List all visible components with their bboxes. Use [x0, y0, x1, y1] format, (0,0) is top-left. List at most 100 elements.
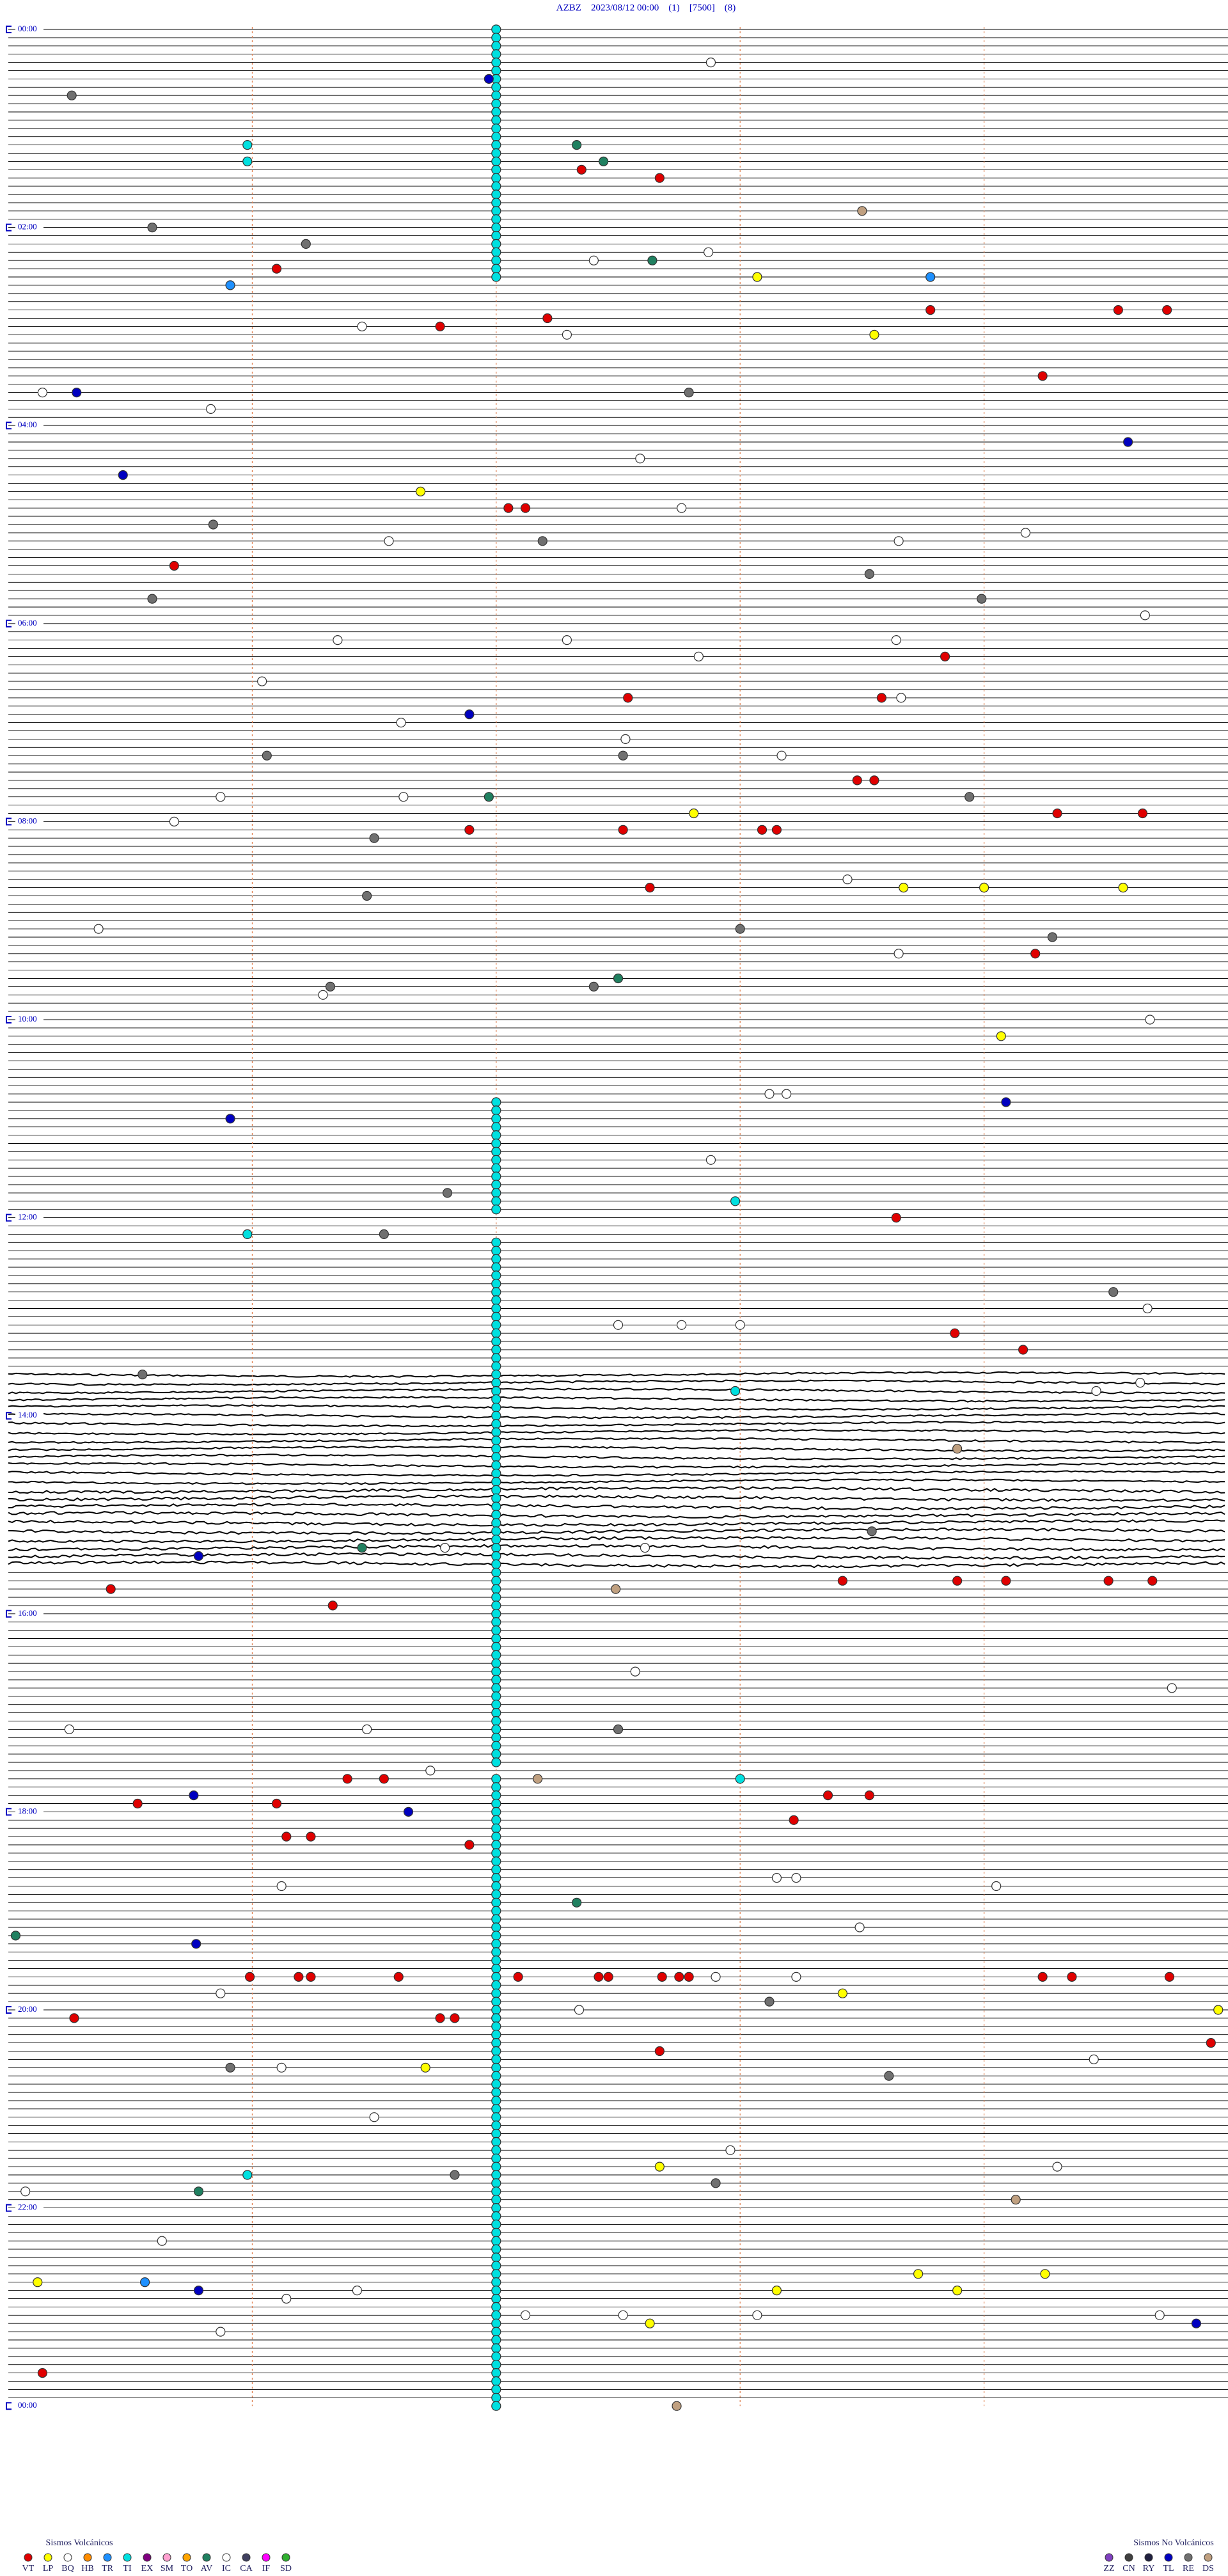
trace [8, 1379, 1225, 1386]
event-marker [491, 1865, 501, 1875]
event-marker [139, 2277, 150, 2288]
event-marker [294, 1972, 304, 1982]
event-marker [1145, 1015, 1155, 1025]
time-label: 04:00 [18, 420, 37, 429]
event-marker [491, 2161, 501, 2172]
event-marker [435, 2013, 445, 2023]
legend-title: Sismos Volcánicos [46, 2538, 113, 2548]
event-marker [925, 272, 936, 282]
legend-code: SM [161, 2564, 174, 2573]
event-marker [271, 1798, 282, 1809]
event-marker [1142, 1303, 1153, 1314]
event-marker [225, 1114, 235, 1124]
event-marker [491, 1956, 501, 1966]
event-marker [576, 164, 586, 175]
event-marker [491, 2137, 501, 2147]
event-marker [491, 1237, 501, 1247]
event-marker [491, 1526, 501, 1537]
event-marker [594, 1972, 604, 1982]
event-marker [952, 1576, 963, 1586]
event-marker [869, 329, 879, 340]
event-marker [864, 1790, 874, 1801]
event-marker [491, 148, 501, 159]
event-marker [533, 1774, 543, 1784]
event-marker [491, 1625, 501, 1636]
event-marker [725, 2145, 736, 2155]
legend-swatch [1164, 2553, 1173, 2562]
event-marker [491, 2293, 501, 2304]
event-marker [491, 1444, 501, 1454]
event-marker [491, 1510, 501, 1520]
event-marker [730, 1386, 741, 1396]
event-marker [491, 1996, 501, 2007]
event-marker [1018, 1345, 1028, 1355]
event-marker [491, 1889, 501, 1899]
event-marker [1089, 2054, 1099, 2064]
event-marker [491, 1641, 501, 1652]
event-marker [10, 1931, 21, 1941]
trace [8, 1428, 1225, 1436]
events [10, 24, 1224, 2411]
event-marker [852, 775, 862, 786]
event-marker [654, 2161, 665, 2172]
event-marker [281, 2293, 292, 2304]
event-marker [684, 1972, 694, 1982]
event-marker [491, 2401, 501, 2411]
event-marker [1030, 949, 1041, 959]
event-marker [491, 2244, 501, 2254]
trace [8, 1503, 1225, 1511]
event-marker [491, 1452, 501, 1462]
event-marker [752, 272, 762, 282]
trace [8, 1511, 1225, 1519]
row-bracket [6, 422, 12, 430]
event-marker [491, 1476, 501, 1487]
event-marker [491, 2021, 501, 2032]
event-marker [244, 1972, 255, 1982]
event-marker [193, 1551, 204, 1561]
event-marker [869, 775, 879, 786]
event-marker [464, 709, 475, 720]
trace [8, 1552, 1225, 1560]
event-marker [782, 1089, 792, 1099]
event-marker [996, 1031, 1006, 1041]
event-marker [588, 255, 599, 265]
event-marker [491, 2203, 501, 2213]
event-marker [735, 1774, 745, 1784]
event-marker [242, 156, 253, 166]
trace [8, 1470, 1225, 1477]
event-marker [491, 2351, 501, 2362]
event-marker [1052, 2161, 1062, 2172]
event-marker [677, 1320, 687, 1330]
legend-code: HB [81, 2564, 93, 2573]
event-marker [613, 973, 624, 984]
event-marker [491, 239, 501, 249]
event-marker [118, 470, 128, 480]
event-marker [20, 2186, 31, 2197]
event-marker [491, 1262, 501, 1272]
row-bracket [6, 223, 12, 232]
event-marker [837, 1576, 847, 1586]
row-bracket [6, 1808, 12, 1816]
event-marker [891, 1212, 901, 1223]
event-marker [69, 2013, 79, 2023]
event-marker [1135, 1378, 1145, 1388]
legend-swatch [1105, 2553, 1114, 2562]
event-marker [491, 1105, 501, 1116]
event-marker [491, 181, 501, 191]
event-marker [491, 2269, 501, 2279]
event-marker [484, 74, 494, 84]
event-marker [491, 1584, 501, 1594]
label-bg [15, 618, 43, 629]
event-marker [491, 2211, 501, 2222]
event-marker [491, 1790, 501, 1801]
time-label: 02:00 [18, 222, 37, 232]
event-marker [599, 156, 609, 166]
event-marker [711, 2178, 721, 2188]
legend-code: CN [1122, 2564, 1135, 2573]
event-marker [491, 1609, 501, 1619]
event-marker [491, 1600, 501, 1611]
event-marker [1167, 1683, 1177, 1693]
event-marker [189, 1790, 199, 1801]
legend-swatch [103, 2553, 112, 2562]
event-marker [491, 115, 501, 125]
